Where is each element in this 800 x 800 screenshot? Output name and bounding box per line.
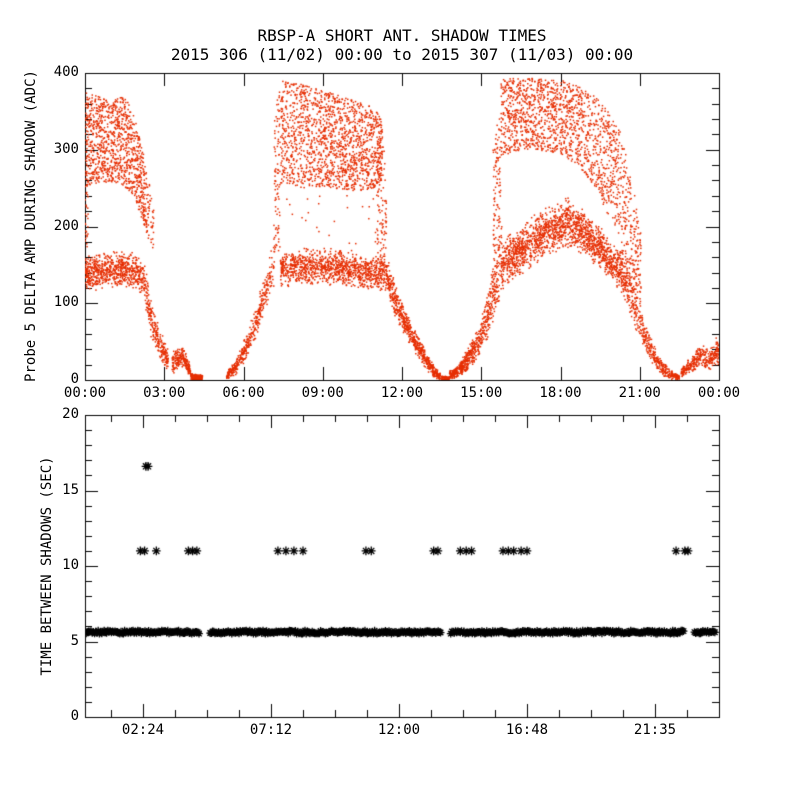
y-tick-label: 5 [70,632,79,649]
x-tick-label: 21:35 [633,722,677,738]
x-tick-label: 09:00 [301,385,344,401]
y-tick-label: 400 [53,64,79,80]
y-tick-label: 0 [70,371,79,387]
x-tick-label: 02:24 [121,722,165,738]
x-tick-label: 07:12 [249,722,293,738]
x-tick-label: 06:00 [222,385,265,401]
y-tick-label: 100 [53,294,79,311]
chart-title: RBSP-A SHORT ANT. SHADOW TIMES [257,26,547,45]
chart-subtitle: 2015 306 (11/02) 00:00 to 2015 307 (11/0… [170,45,634,64]
x-tick-label: 21:00 [618,385,661,401]
x-tick-label: 00:00 [63,385,107,401]
x-tick-label: 00:00 [697,385,741,401]
y-tick-label: 200 [53,217,79,234]
x-tick-label: 03:00 [143,385,186,401]
x-tick-label: 12:00 [377,722,421,738]
y-tick-label: 15 [62,481,79,498]
y-tick-label: 0 [70,708,79,724]
x-tick-label: 12:00 [380,385,424,401]
x-tick-label: 18:00 [539,385,582,401]
x-tick-label: 15:00 [460,385,503,401]
y-tick-label: 10 [62,557,79,573]
x-tick-label: 16:48 [505,722,549,738]
y-tick-label: 300 [53,140,79,157]
y-tick-label: 20 [62,406,79,422]
